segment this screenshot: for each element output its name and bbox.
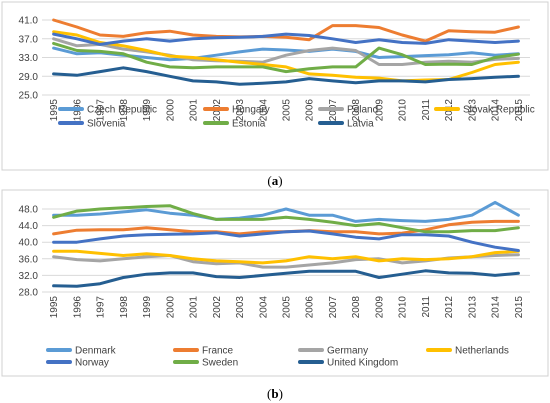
x-tick-label: 2010 [398,296,409,319]
x-tick-label: 2008 [351,296,362,319]
series-line-norway [52,229,520,252]
panel-a-caption: (a) [267,173,282,188]
x-tick-label: 1995 [49,99,60,122]
x-tick-label: 2015 [514,99,525,122]
x-tick-label: 2009 [374,99,385,122]
x-tick-label: 1999 [142,296,153,319]
caption-paren: ) [278,173,282,188]
x-tick-label: 2004 [258,296,269,319]
x-tick-label: 1997 [96,296,107,319]
legend-label: Estonia [232,119,266,130]
x-tick-label: 2012 [444,296,455,319]
x-tick-label: 2008 [351,99,362,122]
x-tick-label: 2004 [258,99,269,122]
x-tick-label: 2001 [189,296,200,319]
series-line-sweden [52,204,520,234]
x-tick-label: 2014 [491,99,502,122]
x-tick-label: 2007 [328,296,339,319]
x-tick-label: 2013 [467,99,478,122]
x-tick-label: 2001 [189,99,200,122]
x-tick-label: 1998 [119,296,130,319]
caption-paren: ( [267,173,271,188]
legend-label: Hungary [232,105,270,116]
panel-letter: b [271,386,278,401]
x-tick-label: 2013 [467,296,478,319]
panel-b-chart: 28.0 32.0 36.0 40.0 44.0 48.0 1995 1996 1997 1998… [1,189,549,377]
x-tick-label: 2006 [305,296,316,319]
legend-label: Latvia [347,119,374,130]
x-tick-label: 2003 [235,99,246,122]
legend-label: Germany [327,346,368,357]
legend-label: Sweden [202,358,238,369]
y-tick-label: 28.0 [19,288,39,299]
caption-paren: ) [279,386,283,401]
x-tick-label: 2015 [514,296,525,319]
x-tick-label: 2010 [398,99,409,122]
y-tick-label: 41.0 [19,16,39,27]
x-tick-label: 2011 [421,296,432,318]
y-tick-label: 48.0 [19,205,39,216]
y-tick-label: 29.0 [19,72,39,83]
x-tick-label: 2005 [282,99,293,122]
x-tick-label: 2011 [421,99,432,121]
series-line-latvia [52,66,520,86]
legend-label: Czech Republic [87,105,157,116]
series-line-slovenia [52,32,520,46]
y-tick-label: 32.0 [19,271,39,282]
y-tick-label: 33.0 [19,53,39,64]
legend-label: France [202,346,234,357]
panel-a-chart: 25.029.033.037.041.019951996199719981999… [1,1,549,171]
legend-label: Netherlands [455,346,509,357]
legend-label: Denmark [75,346,117,357]
x-tick-label: 2000 [165,99,176,122]
x-tick-label: 1999 [142,99,153,122]
series-line-denmark [52,200,520,223]
y-tick-label: 44.0 [19,221,39,232]
y-tick-label: 25.0 [19,91,39,102]
series-line-poland [52,37,520,66]
legend-label: Poland [347,105,378,116]
series-line-hungary [52,18,520,43]
x-tick-label: 1998 [119,99,130,122]
series-line-netherlands [52,249,520,265]
y-tick-label: 37.0 [19,34,39,45]
x-tick-label: 2006 [305,99,316,122]
y-tick-label: 40.0 [19,238,39,249]
series-line-estonia [52,41,520,74]
x-tick-label: 2002 [212,296,223,319]
panel-b-caption: (b) [267,386,283,401]
legend-label: United Kingdom [327,358,398,369]
x-tick-label: 2005 [282,296,293,319]
x-tick-label: 2009 [374,296,385,319]
x-tick-label: 1997 [96,99,107,122]
caption-paren: ( [267,386,271,401]
x-tick-label: 2000 [165,296,176,319]
legend-label: Slovak Republic [463,105,535,116]
x-tick-label: 2014 [491,296,502,319]
x-tick-label: 1995 [49,296,60,319]
y-tick-label: 36.0 [19,254,39,265]
x-tick-label: 1996 [72,296,83,319]
panel-letter: a [272,173,279,188]
panel-border [1,1,549,171]
legend-label: Slovenia [87,119,126,130]
series-line-united-kingdom [52,269,520,288]
legend-label: Norway [75,358,109,369]
x-tick-label: 2003 [235,296,246,319]
